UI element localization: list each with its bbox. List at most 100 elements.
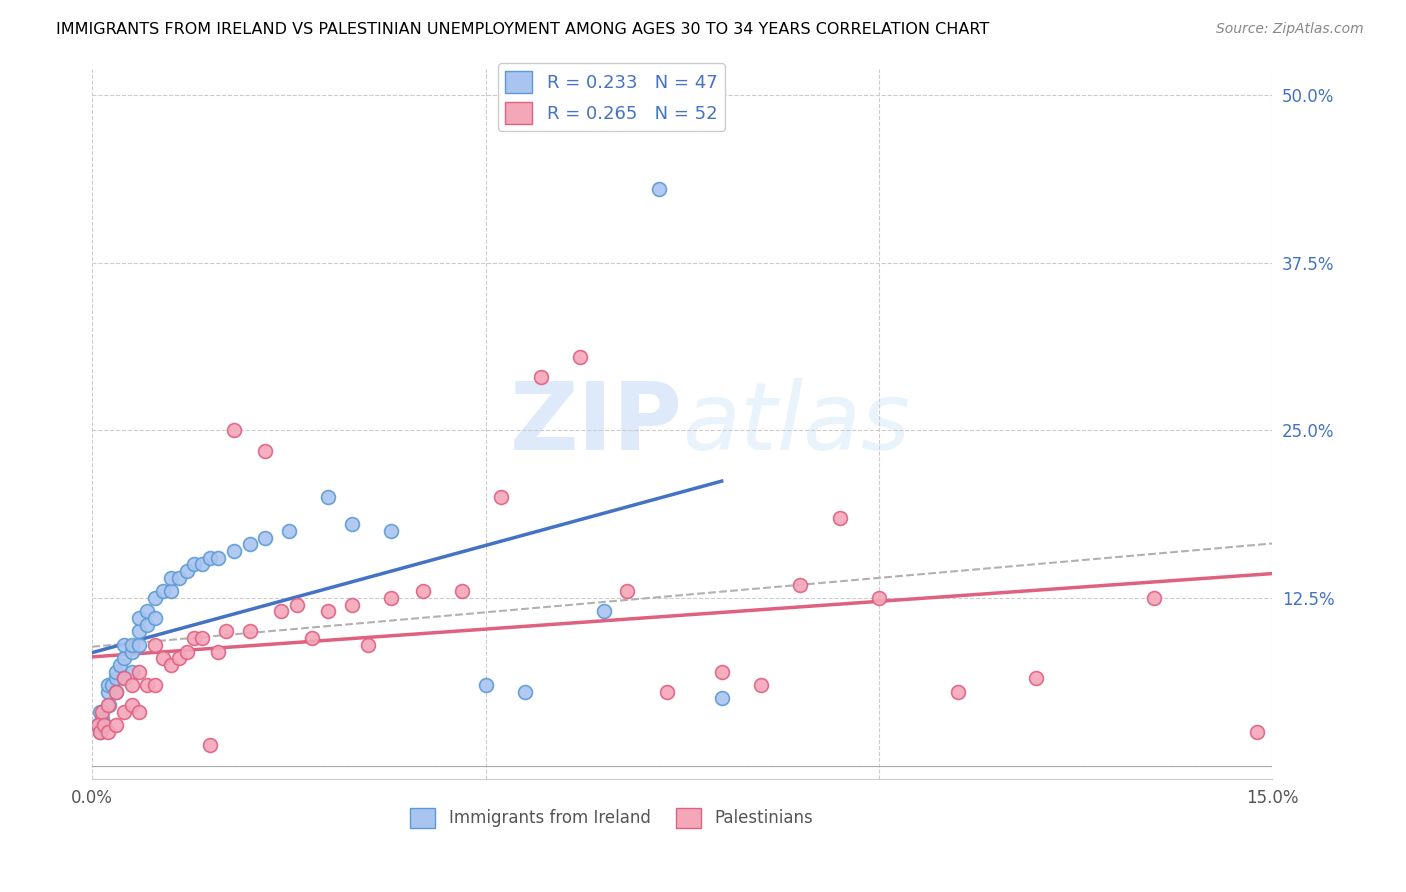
Point xyxy=(1025,672,1047,686)
Point xyxy=(655,685,678,699)
Point xyxy=(789,577,811,591)
Point xyxy=(104,685,127,699)
Point xyxy=(121,665,143,679)
Text: Source: ZipAtlas.com: Source: ZipAtlas.com xyxy=(1216,22,1364,37)
Point xyxy=(176,644,198,658)
Point xyxy=(128,611,150,625)
Point xyxy=(356,638,378,652)
Point xyxy=(191,631,214,645)
Point xyxy=(128,665,150,679)
Point xyxy=(112,705,135,719)
Point xyxy=(1143,591,1166,605)
Point xyxy=(121,678,143,692)
Point xyxy=(121,644,143,658)
Point xyxy=(183,631,205,645)
Point xyxy=(222,544,245,558)
Point xyxy=(87,718,110,732)
Point xyxy=(316,491,339,505)
Point xyxy=(254,443,277,458)
Point xyxy=(1246,725,1268,739)
Point xyxy=(98,698,121,713)
Point xyxy=(89,725,111,739)
Point xyxy=(104,685,127,699)
Point xyxy=(451,584,474,599)
Point xyxy=(93,718,115,732)
Point xyxy=(97,685,120,699)
Point xyxy=(191,558,214,572)
Point xyxy=(285,598,308,612)
Point xyxy=(90,705,112,719)
Point xyxy=(143,591,166,605)
Text: atlas: atlas xyxy=(682,378,911,469)
Point xyxy=(207,644,229,658)
Point xyxy=(143,611,166,625)
Point xyxy=(491,491,513,505)
Point xyxy=(101,678,124,692)
Point xyxy=(93,718,115,732)
Point xyxy=(592,604,614,618)
Point xyxy=(238,624,260,639)
Point xyxy=(380,591,402,605)
Point xyxy=(710,691,733,706)
Point xyxy=(152,651,174,665)
Point xyxy=(340,517,363,532)
Point xyxy=(136,617,159,632)
Point xyxy=(97,698,120,713)
Point xyxy=(97,725,120,739)
Point xyxy=(112,672,135,686)
Point xyxy=(647,182,669,196)
Point xyxy=(97,678,120,692)
Point xyxy=(89,725,111,739)
Point xyxy=(340,598,363,612)
Text: IMMIGRANTS FROM IRELAND VS PALESTINIAN UNEMPLOYMENT AMONG AGES 30 TO 34 YEARS CO: IMMIGRANTS FROM IRELAND VS PALESTINIAN U… xyxy=(56,22,990,37)
Point xyxy=(112,672,135,686)
Point xyxy=(112,651,135,665)
Point xyxy=(380,524,402,538)
Point xyxy=(160,571,183,585)
Point xyxy=(136,604,159,618)
Point xyxy=(176,564,198,578)
Point xyxy=(270,604,292,618)
Point xyxy=(167,571,190,585)
Point xyxy=(749,678,772,692)
Point xyxy=(215,624,238,639)
Point xyxy=(513,685,536,699)
Point xyxy=(152,584,174,599)
Point xyxy=(474,678,496,692)
Point xyxy=(277,524,299,538)
Point xyxy=(128,705,150,719)
Point xyxy=(128,638,150,652)
Point xyxy=(121,698,143,713)
Point xyxy=(104,665,127,679)
Point xyxy=(710,665,733,679)
Point xyxy=(104,672,127,686)
Point xyxy=(238,537,260,551)
Point xyxy=(160,658,183,673)
Point xyxy=(412,584,434,599)
Text: ZIP: ZIP xyxy=(509,377,682,470)
Point xyxy=(946,685,969,699)
Point xyxy=(254,531,277,545)
Point xyxy=(828,510,851,524)
Point xyxy=(569,350,592,364)
Point xyxy=(183,558,205,572)
Point xyxy=(121,638,143,652)
Point xyxy=(301,631,323,645)
Point xyxy=(104,718,127,732)
Point xyxy=(136,678,159,692)
Point xyxy=(167,651,190,665)
Point xyxy=(90,712,112,726)
Point xyxy=(200,550,222,565)
Point xyxy=(530,369,553,384)
Point xyxy=(316,604,339,618)
Point xyxy=(160,584,183,599)
Point xyxy=(200,739,222,753)
Point xyxy=(207,550,229,565)
Point xyxy=(112,638,135,652)
Point xyxy=(222,424,245,438)
Point xyxy=(108,658,131,673)
Point xyxy=(89,705,111,719)
Point xyxy=(616,584,638,599)
Point xyxy=(143,678,166,692)
Point xyxy=(87,718,110,732)
